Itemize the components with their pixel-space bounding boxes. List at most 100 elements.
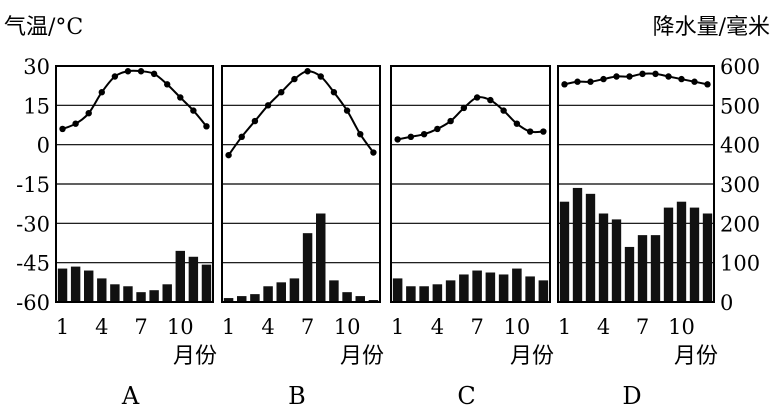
temperature-point [164, 81, 171, 88]
precipitation-bar [136, 292, 146, 302]
x-tick-label: 4 [95, 315, 108, 339]
right-axis-title: 降水量/毫米 [653, 15, 770, 40]
right-tick-label: 100 [720, 252, 760, 276]
left-tick-label: 30 [23, 55, 50, 79]
left-tick-label: 0 [37, 134, 50, 158]
temperature-point [59, 125, 66, 133]
precipitation-bar [175, 250, 186, 302]
precipitation-bar [162, 284, 172, 302]
temperature-point [357, 130, 364, 138]
precipitation-bar [598, 213, 609, 302]
precipitation-bar [392, 278, 403, 302]
precipitation-bar [289, 278, 300, 302]
left-axis-title: 气温/°C [4, 15, 83, 40]
precipitation-bar [406, 286, 416, 302]
precipitation-bar [512, 268, 522, 302]
temperature-point [98, 89, 105, 96]
precipitation-bar [149, 290, 159, 302]
temperature-point [137, 68, 145, 75]
precipitation-bar [624, 246, 635, 302]
temperature-point [561, 81, 568, 88]
temperature-point [304, 68, 311, 75]
right-tick-label: 200 [720, 212, 760, 236]
precipitation-bar [57, 268, 68, 302]
temperature-point [639, 70, 646, 78]
temperature-point [420, 130, 428, 138]
x-tick-label: 4 [597, 315, 610, 339]
precipitation-bar [302, 233, 313, 302]
x-tick-label: 1 [558, 315, 571, 339]
temperature-point [225, 151, 232, 159]
temperature-point [487, 96, 494, 104]
precipitation-bar [472, 270, 482, 302]
x-tick-label: 4 [261, 315, 274, 339]
panel-letter: B [288, 382, 306, 410]
x-tick-label: 1 [391, 315, 404, 339]
right-tick-label: 600 [720, 55, 760, 79]
precipitation-bar [83, 270, 94, 302]
precipitation-bar [585, 193, 596, 302]
left-tick-label: -30 [16, 212, 50, 236]
precipitation-bar [689, 207, 700, 302]
precipitation-bar [70, 266, 81, 302]
precipitation-bar [223, 298, 234, 302]
panel-frame [221, 65, 381, 303]
precipitation-bar [559, 201, 570, 302]
temperature-point [343, 107, 351, 114]
temperature-point [460, 104, 468, 112]
temperature-point [500, 107, 507, 114]
right-tick-label: 0 [720, 291, 733, 315]
temperature-point [526, 128, 534, 135]
precipitation-bar [611, 219, 622, 302]
precipitation-bar [329, 280, 339, 302]
x-tick-label: 10 [668, 315, 695, 339]
temperature-line [62, 69, 208, 130]
temperature-point [652, 70, 659, 78]
panels: 1 4 7 10 月份 A 1 4 7 10 月份 B 1 4 7 10 月份 C 1 4 7 10 月份 D [55, 65, 718, 410]
panel-frame [557, 65, 715, 303]
precipitation-bar [188, 256, 199, 302]
precipitation-bar [485, 272, 496, 302]
temperature-point [150, 70, 158, 78]
temperature-point [407, 133, 415, 140]
x-tick-label: 7 [636, 315, 649, 339]
temperature-line [227, 70, 375, 156]
precipitation-bar [432, 284, 443, 302]
right-axis-ticks: 600 500 400 300 200 100 0 [720, 55, 760, 315]
temperature-point [238, 133, 245, 140]
precipitation-bar [445, 280, 456, 302]
precipitation-bar [572, 187, 583, 302]
precipitation-bar [316, 213, 326, 302]
temperature-point [513, 120, 521, 127]
precipitation-bar [250, 294, 260, 302]
panel-letter: C [457, 382, 475, 410]
temperature-point [691, 78, 698, 85]
x-tick-label: 1 [222, 315, 235, 339]
temperature-point [111, 73, 119, 80]
temperature-point [540, 128, 547, 135]
x-tick-label: 7 [301, 315, 314, 339]
temperature-point [317, 73, 324, 80]
temperature-point [626, 73, 633, 80]
temperature-point [600, 75, 607, 83]
temperature-line [397, 96, 544, 141]
temperature-point [85, 110, 92, 117]
precipitation-bar [538, 280, 549, 302]
right-tick-label: 500 [720, 94, 760, 118]
precipitation-bar [637, 235, 648, 302]
precipitation-bar [419, 286, 429, 302]
x-axis-label: 月份 [674, 344, 718, 369]
temperature-point [587, 78, 594, 85]
precipitation-bar [110, 284, 120, 302]
precipitation-bar [201, 264, 212, 302]
x-tick-label: 10 [504, 315, 531, 339]
x-axis-label: 月份 [173, 344, 217, 369]
x-tick-label: 7 [134, 315, 147, 339]
temperature-point [447, 117, 454, 125]
temperature-point [665, 73, 672, 80]
panel-frame [55, 65, 214, 303]
precipitation-bar [342, 292, 352, 302]
left-axis-ticks: 30 15 0 -15 -30 -45 -60 [16, 55, 50, 315]
precipitation-bar [263, 286, 273, 302]
